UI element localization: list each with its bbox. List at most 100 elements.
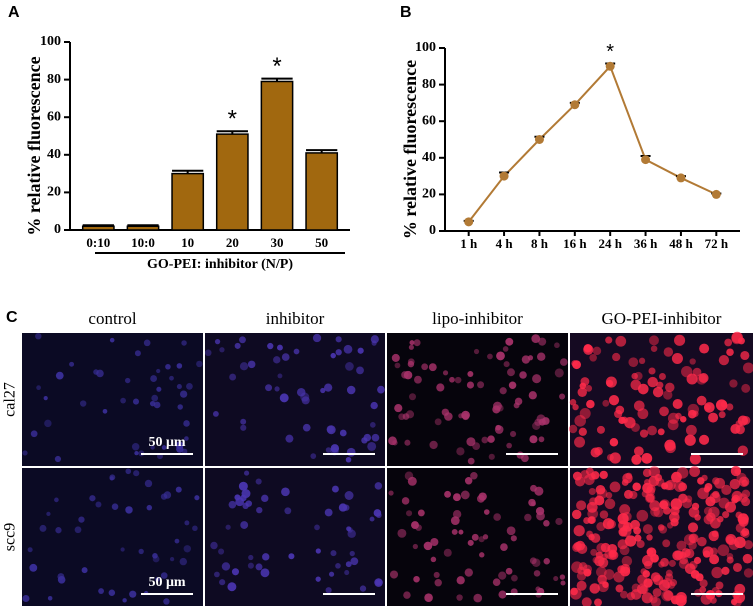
cell bbox=[328, 571, 335, 577]
cell bbox=[430, 556, 437, 563]
annotation: * bbox=[228, 106, 237, 133]
cell bbox=[533, 570, 541, 577]
cell bbox=[240, 418, 247, 425]
cell bbox=[641, 592, 653, 604]
cell bbox=[528, 391, 537, 400]
cell bbox=[602, 518, 615, 530]
cell bbox=[647, 376, 658, 388]
cell bbox=[473, 348, 480, 355]
cell bbox=[267, 342, 274, 350]
cell bbox=[479, 552, 485, 558]
cell bbox=[496, 404, 504, 412]
cell bbox=[701, 474, 708, 482]
cell bbox=[456, 447, 465, 456]
cell bbox=[730, 424, 741, 434]
cell bbox=[689, 466, 701, 477]
cell bbox=[143, 339, 151, 347]
cell bbox=[377, 385, 385, 394]
cell bbox=[473, 593, 483, 603]
cell bbox=[464, 568, 473, 577]
cell bbox=[109, 337, 115, 343]
cell bbox=[429, 440, 438, 450]
cell bbox=[633, 526, 642, 535]
cell bbox=[108, 589, 116, 596]
cell bbox=[656, 381, 664, 389]
cell bbox=[734, 536, 746, 549]
cell bbox=[740, 350, 750, 361]
cell bbox=[604, 498, 616, 510]
cell bbox=[404, 471, 414, 481]
cell bbox=[69, 361, 75, 367]
cell bbox=[693, 556, 702, 565]
cell bbox=[492, 578, 501, 586]
cell bbox=[109, 476, 114, 481]
cell bbox=[218, 548, 225, 555]
cell bbox=[150, 445, 155, 450]
cell bbox=[617, 513, 629, 525]
cell bbox=[579, 407, 591, 420]
cell bbox=[532, 374, 542, 384]
marker bbox=[641, 155, 651, 165]
cell bbox=[177, 404, 183, 410]
cell bbox=[615, 405, 625, 415]
cell bbox=[588, 487, 596, 496]
cell bbox=[98, 588, 104, 594]
cell bbox=[510, 535, 517, 542]
cell bbox=[471, 533, 479, 541]
cell bbox=[700, 593, 713, 605]
cell bbox=[450, 516, 460, 526]
cell bbox=[568, 424, 578, 434]
x-tick-label: 24 h bbox=[598, 236, 622, 251]
cell bbox=[414, 375, 422, 384]
cell bbox=[572, 360, 582, 370]
cell bbox=[524, 513, 532, 522]
y-tick-label: 0 bbox=[429, 223, 436, 238]
annotation: * bbox=[606, 41, 614, 63]
cell bbox=[506, 526, 516, 536]
cell bbox=[642, 570, 650, 578]
cell bbox=[344, 570, 350, 576]
cell bbox=[347, 529, 356, 538]
scale-bar-label: 50 μm bbox=[148, 435, 185, 450]
cell bbox=[634, 446, 644, 457]
cell bbox=[502, 346, 509, 352]
cell bbox=[543, 520, 550, 527]
cell bbox=[456, 594, 463, 601]
marker bbox=[534, 135, 544, 144]
cell bbox=[111, 503, 119, 510]
cell bbox=[605, 336, 613, 344]
cell bbox=[375, 579, 382, 586]
cell bbox=[219, 579, 226, 586]
x-tick-label: 36 h bbox=[634, 236, 658, 251]
cell bbox=[228, 500, 237, 509]
y-tick-label: 0 bbox=[54, 222, 61, 237]
cell bbox=[572, 471, 582, 481]
cell bbox=[343, 344, 353, 354]
cell bbox=[458, 529, 464, 535]
micrograph bbox=[204, 333, 385, 466]
cell bbox=[470, 472, 478, 480]
cell bbox=[498, 590, 507, 599]
cell bbox=[717, 544, 730, 557]
cell bbox=[374, 482, 383, 490]
cell bbox=[647, 425, 657, 436]
row-header: scc9 bbox=[2, 523, 19, 551]
cell bbox=[493, 513, 501, 521]
cell bbox=[221, 562, 231, 571]
cell bbox=[669, 512, 680, 523]
cell bbox=[646, 547, 657, 558]
cell bbox=[192, 525, 198, 532]
cell bbox=[55, 527, 62, 534]
cell bbox=[152, 555, 160, 563]
cell bbox=[478, 492, 487, 501]
cell bbox=[646, 484, 656, 494]
cell bbox=[134, 350, 141, 357]
cell bbox=[659, 406, 669, 417]
cell bbox=[631, 454, 642, 465]
cell bbox=[667, 419, 679, 431]
cell bbox=[407, 360, 415, 368]
cell bbox=[675, 412, 682, 420]
cell bbox=[636, 509, 649, 522]
x-tick-label: 20 bbox=[226, 235, 239, 250]
cell bbox=[391, 353, 400, 362]
